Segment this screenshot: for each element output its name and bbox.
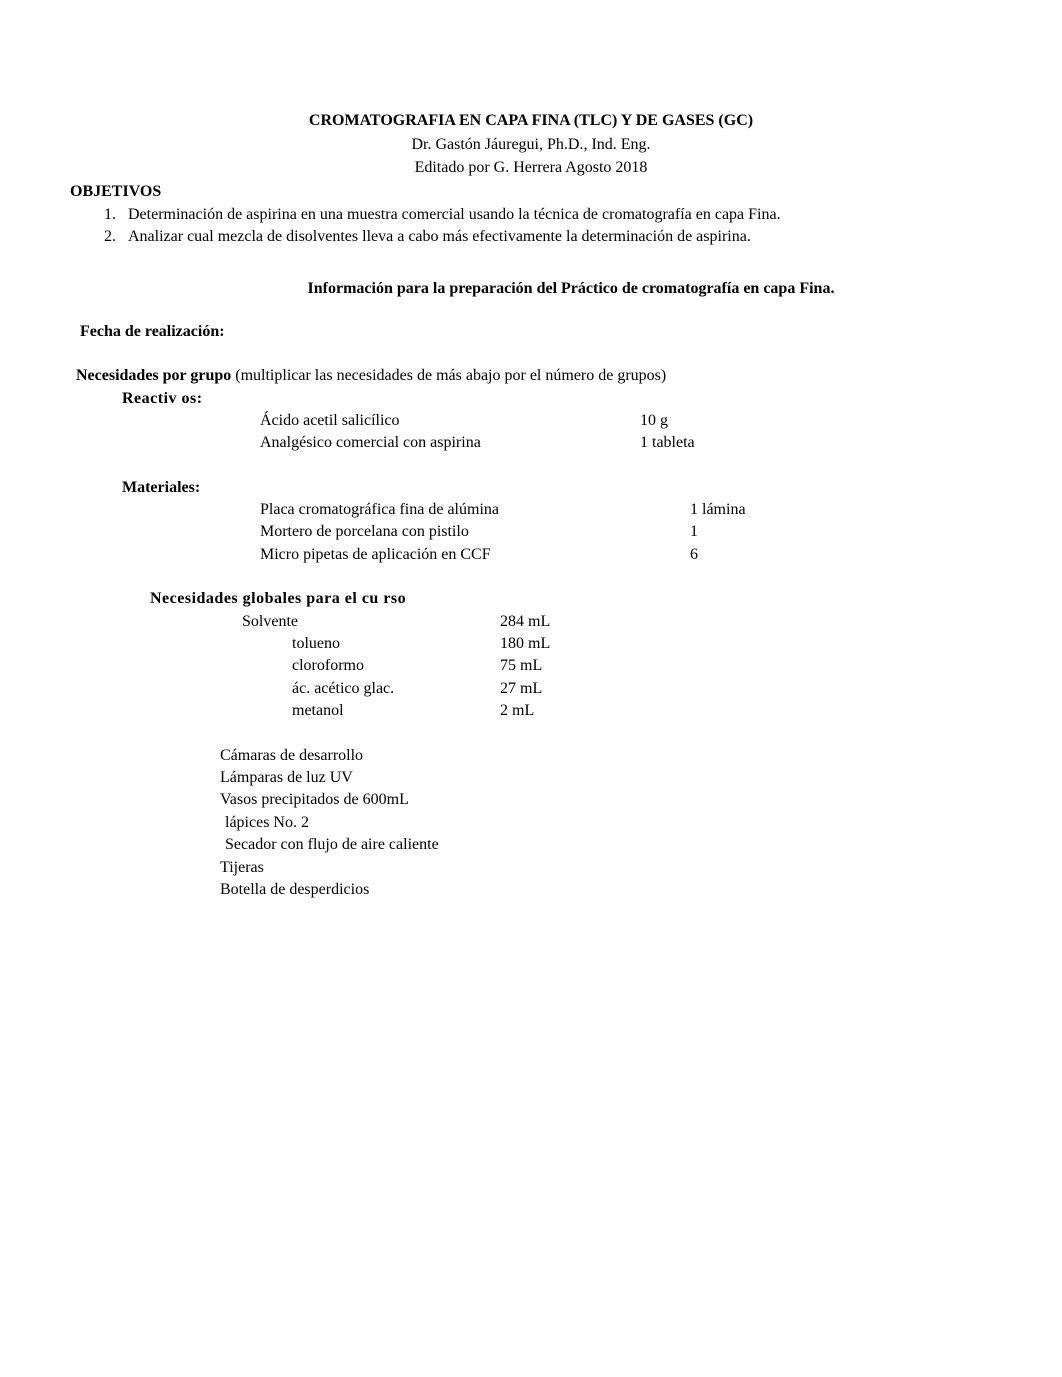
objectives-heading: OBJETIVOS	[70, 181, 992, 203]
material-qty: 1	[690, 521, 698, 543]
material-qty: 6	[690, 544, 698, 566]
solvente-item-name: cloroformo	[292, 655, 500, 677]
necesidades-grupo-bold: Necesidades por grupo	[76, 367, 231, 384]
document-title: CROMATOGRAFIA EN CAPA FINA (TLC) Y DE GA…	[70, 110, 992, 132]
material-name: Placa cromatográfica fina de alúmina	[260, 499, 690, 521]
editor-line: Editado por G. Herrera Agosto 2018	[70, 157, 992, 179]
author-line: Dr. Gastón Jáuregui, Ph.D., Ind. Eng.	[70, 134, 992, 156]
equipment-item: Cámaras de desarrollo	[220, 745, 992, 767]
solvente-row: Solvente 284 mL	[70, 611, 992, 633]
reactivos-heading: Reactiv os:	[122, 388, 992, 410]
necesidades-globales-heading: Necesidades globales para el cu rso	[150, 588, 992, 610]
solvente-total: 284 mL	[500, 611, 550, 633]
fecha-label: Fecha de realización:	[80, 321, 992, 343]
equipment-item: lápices No. 2	[225, 812, 992, 834]
solvente-item-row: tolueno 180 mL	[70, 633, 992, 655]
objectives-list: Determinación de aspirina en una muestra…	[120, 204, 992, 249]
materiales-heading: Materiales:	[122, 477, 992, 499]
material-name: Micro pipetas de aplicación en CCF	[260, 544, 690, 566]
solvente-item-row: ác. acético glac. 27 mL	[70, 678, 992, 700]
material-name: Mortero de porcelana con pistilo	[260, 521, 690, 543]
info-heading: Información para la preparación del Prác…	[150, 278, 992, 300]
material-qty: 1 lámina	[690, 499, 746, 521]
solvente-item-name: metanol	[292, 700, 500, 722]
solvente-item-qty: 75 mL	[500, 655, 542, 677]
objective-item: Determinación de aspirina en una muestra…	[120, 204, 992, 226]
necesidades-grupo-intro: Necesidades por grupo (multiplicar las n…	[76, 365, 992, 387]
objective-item: Analizar cual mezcla de disolventes llev…	[120, 226, 992, 248]
material-row: Mortero de porcelana con pistilo 1	[70, 521, 992, 543]
equipment-item: Lámparas de luz UV	[220, 767, 992, 789]
reactivo-row: Analgésico comercial con aspirina 1 tabl…	[70, 432, 992, 454]
reactivo-qty: 1 tableta	[640, 432, 695, 454]
solvente-item-name: ác. acético glac.	[292, 678, 500, 700]
solvente-item-qty: 2 mL	[500, 700, 534, 722]
reactivo-qty: 10 g	[640, 410, 668, 432]
solvente-item-row: cloroformo 75 mL	[70, 655, 992, 677]
equipment-item: Botella de desperdicios	[220, 879, 992, 901]
equipment-item: Vasos precipitados de 600mL	[220, 789, 992, 811]
equipment-item: Tijeras	[220, 857, 992, 879]
solvente-item-qty: 180 mL	[500, 633, 550, 655]
equipment-item: Secador con flujo de aire caliente	[225, 834, 992, 856]
reactivo-name: Ácido acetil salicílico	[260, 410, 640, 432]
material-row: Placa cromatográfica fina de alúmina 1 l…	[70, 499, 992, 521]
material-row: Micro pipetas de aplicación en CCF 6	[70, 544, 992, 566]
equipment-list: Cámaras de desarrollo Lámparas de luz UV…	[220, 745, 992, 902]
reactivo-row: Ácido acetil salicílico 10 g	[70, 410, 992, 432]
solvente-label: Solvente	[242, 611, 500, 633]
solvente-item-row: metanol 2 mL	[70, 700, 992, 722]
necesidades-grupo-rest: (multiplicar las necesidades de más abaj…	[231, 367, 666, 384]
solvente-item-name: tolueno	[292, 633, 500, 655]
solvente-item-qty: 27 mL	[500, 678, 542, 700]
reactivo-name: Analgésico comercial con aspirina	[260, 432, 640, 454]
